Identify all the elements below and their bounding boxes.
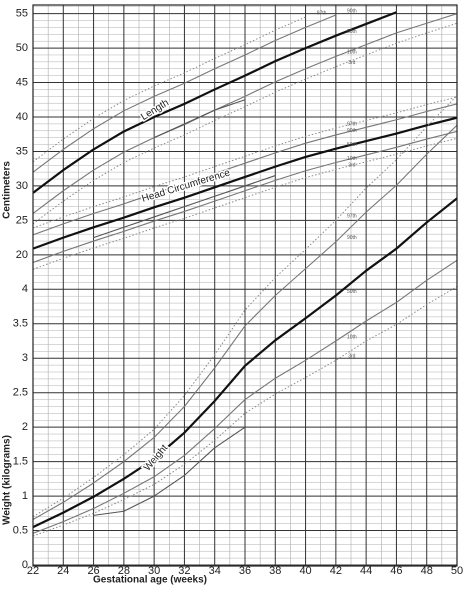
x-tick-label: 44 — [360, 565, 372, 577]
y-tick-label: 4 — [22, 283, 28, 295]
x-tick-label: 22 — [27, 565, 39, 577]
curve — [33, 96, 457, 229]
percentile-label: 97th — [347, 214, 357, 220]
percentile-label: 90th — [347, 235, 357, 241]
curve — [33, 14, 337, 173]
y2-tick-label: 55 — [16, 8, 28, 20]
percentile-label: 3rd — [348, 60, 355, 66]
curve — [33, 197, 457, 529]
x-tick-label: 42 — [330, 565, 342, 577]
curve — [33, 16, 306, 163]
x-tick-label: 34 — [209, 565, 221, 577]
x-tick-label: 50 — [451, 565, 463, 577]
percentile-label: 97th — [347, 121, 357, 127]
curve — [33, 13, 457, 214]
y2-tick-label: 30 — [16, 180, 28, 192]
y2-tick-label: 50 — [16, 42, 28, 54]
curve — [33, 259, 457, 534]
percentile-label: 3rd — [348, 354, 355, 360]
x-tick-label: 24 — [57, 565, 69, 577]
percentile-label: 10th — [347, 334, 357, 340]
y2-axis-title: Centimeters — [2, 161, 13, 219]
curve — [93, 175, 276, 239]
y2-tick-label: 35 — [16, 145, 28, 157]
plot-frame — [32, 4, 458, 567]
x-axis-title: Gestational age (weeks) — [93, 575, 207, 586]
major-grid — [32, 5, 458, 566]
percentile-label: 50th — [347, 142, 357, 148]
curve — [33, 95, 457, 518]
y2-tick-label: 20 — [16, 249, 28, 261]
y-tick-label: 3 — [22, 352, 28, 364]
x-tick-label: 32 — [178, 565, 190, 577]
y2-tick-label: 25 — [16, 214, 28, 226]
x-tick-label: 38 — [269, 565, 281, 577]
percentile-label: 10th — [347, 50, 357, 56]
y-tick-label: 1 — [22, 490, 28, 502]
percentile-label: 10th — [347, 156, 357, 162]
y-tick-label: 1.5 — [13, 456, 28, 468]
x-tick-label: 48 — [421, 565, 433, 577]
curve — [33, 130, 457, 263]
percentile-label: 97th — [317, 10, 327, 16]
x-tick-label: 36 — [239, 565, 251, 577]
percentile-label: 90th — [347, 128, 357, 134]
curve — [33, 11, 397, 194]
curve — [93, 426, 246, 516]
y-tick-label: 0 — [22, 559, 28, 571]
curve — [33, 116, 457, 250]
x-tick-label: 26 — [87, 565, 99, 577]
y-axis-title: Weight (kilograms) — [2, 435, 13, 525]
curve — [33, 124, 457, 520]
y-tick-label: 3.5 — [13, 318, 28, 330]
y-tick-label: 2 — [22, 421, 28, 433]
y-tick-label: 2.5 — [13, 387, 28, 399]
y-tick-label: 0.5 — [13, 524, 28, 536]
x-tick-label: 46 — [390, 565, 402, 577]
percentile-label: 50th — [347, 289, 357, 295]
x-tick-label: 30 — [148, 565, 160, 577]
x-tick-label: 40 — [299, 565, 311, 577]
x-tick-label: 28 — [118, 565, 130, 577]
curve — [153, 99, 246, 139]
y2-tick-label: 40 — [16, 111, 28, 123]
percentile-label: 3rd — [348, 163, 355, 169]
percentile-label: 50th — [347, 29, 357, 35]
curve — [33, 103, 457, 236]
curve — [33, 137, 457, 270]
y2-tick-label: 45 — [16, 76, 28, 88]
curves — [33, 11, 457, 537]
curve — [33, 22, 457, 225]
percentile-label: 90th — [347, 8, 357, 14]
